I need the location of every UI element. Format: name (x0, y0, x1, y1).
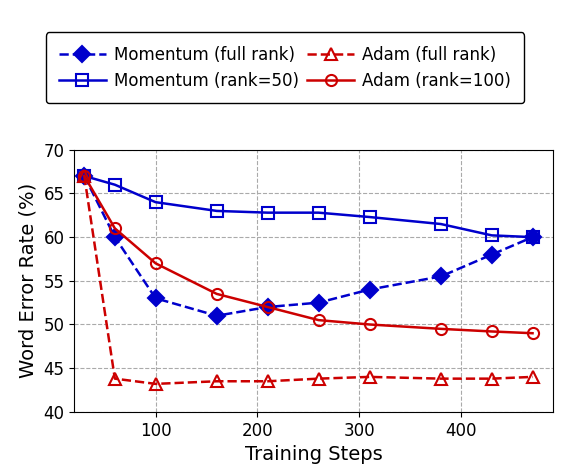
Adam (rank=100) (213, 291, 220, 297)
Momentum (full rank) (152, 295, 159, 301)
Line: Momentum (full rank): Momentum (full rank) (79, 170, 538, 322)
Momentum (rank=50) (315, 210, 322, 215)
Momentum (rank=50) (264, 210, 271, 215)
Adam (rank=100) (264, 304, 271, 310)
Momentum (rank=50) (111, 182, 118, 188)
Y-axis label: Word Error Rate (%): Word Error Rate (%) (19, 183, 38, 379)
Momentum (rank=50) (488, 233, 495, 238)
Adam (full rank) (213, 379, 220, 384)
Adam (rank=100) (488, 329, 495, 334)
Adam (full rank) (366, 374, 373, 380)
Line: Adam (rank=100): Adam (rank=100) (79, 170, 538, 339)
Adam (rank=100) (81, 173, 88, 179)
Adam (rank=100) (152, 261, 159, 266)
Line: Momentum (rank=50): Momentum (rank=50) (79, 170, 538, 243)
Momentum (full rank) (264, 304, 271, 310)
Momentum (rank=50) (152, 199, 159, 205)
Adam (full rank) (529, 374, 536, 380)
Adam (full rank) (152, 381, 159, 387)
Momentum (rank=50) (366, 214, 373, 220)
Adam (rank=100) (366, 322, 373, 327)
Momentum (full rank) (213, 313, 220, 319)
Momentum (full rank) (81, 173, 88, 179)
Momentum (full rank) (315, 300, 322, 306)
Momentum (rank=50) (213, 208, 220, 214)
Adam (rank=100) (315, 317, 322, 323)
Adam (full rank) (111, 376, 118, 381)
Adam (full rank) (81, 173, 88, 179)
Momentum (rank=50) (437, 221, 444, 227)
Momentum (full rank) (488, 252, 495, 257)
Momentum (rank=50) (529, 234, 536, 240)
Adam (full rank) (264, 379, 271, 384)
Momentum (full rank) (437, 274, 444, 279)
Adam (full rank) (315, 376, 322, 381)
Line: Adam (full rank): Adam (full rank) (79, 170, 538, 389)
Momentum (full rank) (366, 287, 373, 292)
Legend: Momentum (full rank), Momentum (rank=50), Adam (full rank), Adam (rank=100): Momentum (full rank), Momentum (rank=50)… (46, 32, 524, 103)
Adam (rank=100) (111, 226, 118, 231)
Momentum (full rank) (529, 234, 536, 240)
Adam (rank=100) (529, 330, 536, 336)
Momentum (rank=50) (81, 173, 88, 179)
Momentum (full rank) (111, 234, 118, 240)
Adam (rank=100) (437, 326, 444, 332)
Adam (full rank) (437, 376, 444, 381)
Adam (full rank) (488, 376, 495, 381)
X-axis label: Training Steps: Training Steps (245, 445, 382, 464)
